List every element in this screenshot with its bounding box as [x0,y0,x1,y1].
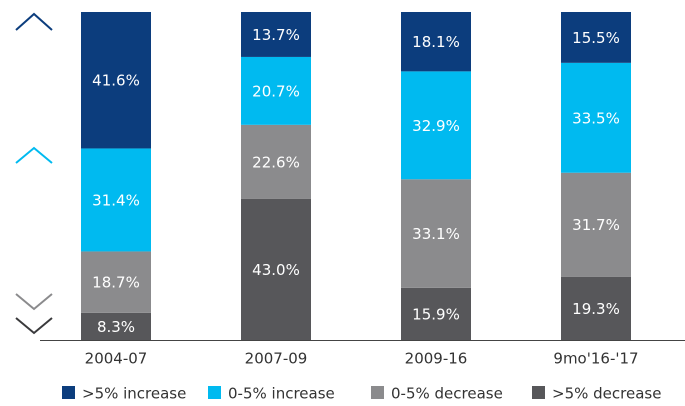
legend-label: >5% increase [82,385,186,403]
value-label: 33.1% [412,225,460,243]
x-tick-label: 2007-09 [245,350,308,368]
bar-segment [401,287,471,340]
legend-swatch [532,386,545,399]
value-label: 18.1% [412,33,460,51]
icon-down [15,317,53,335]
bar-segment [401,71,471,180]
bar-segment [241,12,311,57]
value-label: 15.5% [572,29,620,47]
value-label: 13.7% [252,26,300,44]
bar-segment [401,12,471,72]
value-label: 43.0% [252,261,300,279]
bar-segment [561,276,631,340]
value-label: 22.6% [252,153,300,171]
value-label: 33.5% [572,109,620,127]
icon-down [15,293,53,311]
bar-segment [401,179,471,288]
icon-up [15,146,53,164]
bar-segment [561,172,631,277]
legend-swatch [62,386,75,399]
legend-swatch [208,386,221,399]
bar-segment [81,251,151,313]
legend-swatch [371,386,384,399]
bar-segment [241,56,311,125]
bar-segment [561,12,631,63]
value-label: 41.6% [92,72,140,90]
icon-up [15,12,53,31]
value-label: 15.9% [412,305,460,323]
value-label: 8.3% [97,318,135,336]
x-tick-label: 2004-07 [85,350,148,368]
bar-segment [561,62,631,173]
x-tick-label: 2009-16 [405,350,468,368]
value-label: 32.9% [412,117,460,135]
value-label: 31.4% [92,191,140,209]
bar-segment [81,148,151,252]
bar-segment [81,312,151,340]
legend-label: 0-5% increase [228,385,335,403]
value-label: 31.7% [572,216,620,234]
bar-segment [241,198,311,340]
value-label: 18.7% [92,274,140,292]
legend-label: 0-5% decrease [391,385,503,403]
decorative-icons [15,12,53,335]
bar-segment [81,12,151,149]
x-tick-label: 9mo'16-'17 [553,350,638,368]
value-label: 19.3% [572,300,620,318]
legend-label: >5% decrease [552,385,661,403]
value-label: 20.7% [252,82,300,100]
bar-segment [241,124,311,199]
